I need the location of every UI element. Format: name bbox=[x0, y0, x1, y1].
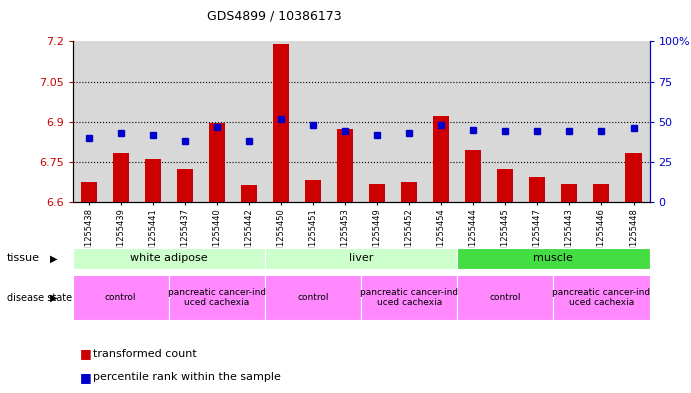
Text: ▶: ▶ bbox=[50, 293, 57, 303]
Bar bbox=[265, 248, 457, 269]
Bar bbox=[73, 275, 169, 320]
Bar bbox=[625, 153, 641, 202]
Bar bbox=[241, 185, 257, 202]
Bar bbox=[273, 44, 289, 202]
Bar bbox=[169, 275, 265, 320]
Text: control: control bbox=[105, 293, 136, 302]
Text: ■: ■ bbox=[79, 371, 91, 384]
Text: GDS4899 / 10386173: GDS4899 / 10386173 bbox=[207, 10, 342, 23]
Bar bbox=[553, 275, 650, 320]
Bar bbox=[305, 180, 321, 202]
Text: liver: liver bbox=[349, 253, 373, 263]
Text: pancreatic cancer-ind
uced cachexia: pancreatic cancer-ind uced cachexia bbox=[168, 288, 266, 307]
Bar bbox=[433, 116, 449, 202]
Bar bbox=[498, 169, 513, 202]
Bar bbox=[144, 160, 161, 202]
Text: pancreatic cancer-ind
uced cachexia: pancreatic cancer-ind uced cachexia bbox=[360, 288, 458, 307]
Bar bbox=[369, 184, 385, 202]
Bar bbox=[177, 169, 193, 202]
Bar bbox=[401, 182, 417, 202]
Text: control: control bbox=[489, 293, 521, 302]
Bar bbox=[465, 150, 481, 202]
Bar bbox=[361, 275, 457, 320]
Bar bbox=[113, 153, 129, 202]
Bar bbox=[529, 177, 545, 202]
Text: ■: ■ bbox=[79, 347, 91, 360]
Text: control: control bbox=[297, 293, 329, 302]
Bar bbox=[457, 275, 553, 320]
Bar bbox=[594, 184, 609, 202]
Text: tissue: tissue bbox=[7, 253, 40, 263]
Text: percentile rank within the sample: percentile rank within the sample bbox=[93, 372, 281, 382]
Text: ▶: ▶ bbox=[50, 253, 57, 263]
Bar bbox=[337, 129, 353, 202]
Bar bbox=[561, 184, 578, 202]
Text: pancreatic cancer-ind
uced cachexia: pancreatic cancer-ind uced cachexia bbox=[552, 288, 650, 307]
Text: transformed count: transformed count bbox=[93, 349, 197, 359]
Bar bbox=[73, 248, 265, 269]
Bar bbox=[265, 275, 361, 320]
Text: muscle: muscle bbox=[533, 253, 574, 263]
Text: disease state: disease state bbox=[7, 293, 72, 303]
Bar bbox=[457, 248, 650, 269]
Bar bbox=[81, 182, 97, 202]
Bar bbox=[209, 123, 225, 202]
Text: white adipose: white adipose bbox=[130, 253, 207, 263]
